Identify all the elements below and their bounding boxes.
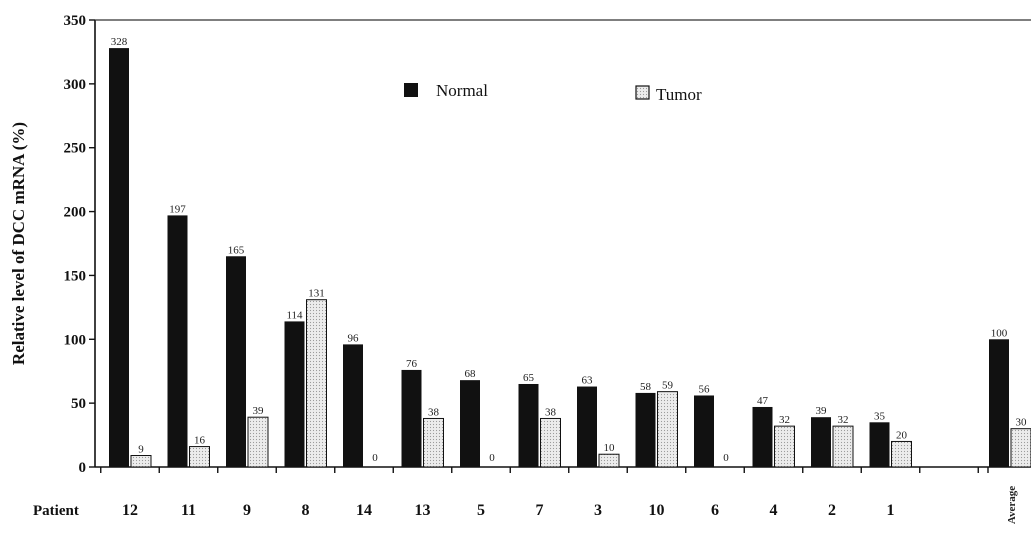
data-label-tumor: 38 [428, 406, 440, 418]
data-label-normal: 68 [465, 368, 477, 380]
bars [109, 48, 1031, 468]
bar-normal [752, 406, 773, 467]
x-category-label: 12 [122, 502, 138, 519]
x-category-label: 1 [887, 502, 895, 519]
x-category-label: 2 [828, 502, 836, 519]
bar-normal [518, 383, 539, 467]
x-category-label: 5 [477, 502, 485, 519]
x-category-label: 3 [594, 502, 602, 519]
legend-swatch-tumor [635, 85, 650, 100]
bar-tumor [1010, 428, 1031, 468]
x-category-label: 6 [711, 502, 719, 519]
bar-normal [284, 321, 305, 467]
bar-tumor [247, 416, 269, 468]
data-label-normal: 76 [406, 358, 418, 370]
data-label-normal: 165 [228, 244, 245, 256]
data-label-tumor: 0 [723, 452, 729, 464]
bar-normal [401, 369, 422, 467]
y-tick-label: 300 [64, 77, 87, 93]
x-category-label: 11 [181, 502, 196, 519]
data-label-tumor: 16 [194, 435, 206, 447]
data-label-normal: 56 [699, 383, 711, 395]
data-label-tumor: 9 [138, 444, 144, 456]
bar-normal [167, 215, 188, 467]
data-label-normal: 114 [286, 309, 303, 321]
data-label-tumor: 32 [838, 414, 849, 426]
x-category-label: 7 [536, 502, 544, 519]
y-tick-label: 100 [64, 332, 87, 348]
y-tick-label: 50 [71, 396, 86, 412]
legend-label-normal: Normal [436, 81, 488, 100]
data-label-normal: 328 [111, 36, 128, 48]
data-label-tumor: 131 [308, 288, 325, 300]
data-label-tumor: 59 [662, 380, 674, 392]
x-category-label: 9 [243, 502, 251, 519]
bar-tumor [657, 391, 678, 468]
y-axis-title: Relative level of DCC mRNA (%) [9, 122, 28, 365]
data-label-normal: 35 [874, 410, 886, 422]
x-category-label: 4 [770, 502, 778, 519]
y-tick-label: 150 [64, 268, 87, 284]
y-tick-label: 350 [64, 13, 87, 29]
bar-normal [460, 380, 480, 467]
data-label-tumor: 30 [1016, 417, 1028, 429]
bar-tumor [423, 417, 444, 468]
bar-tumor [598, 453, 620, 468]
bar-tumor [774, 425, 795, 468]
legend-swatch-normal [404, 83, 418, 97]
data-label-tumor: 32 [779, 414, 790, 426]
bar-tumor [306, 299, 327, 468]
x-category-label: 14 [356, 502, 372, 519]
data-label-normal: 47 [757, 395, 769, 407]
bar-tumor [540, 417, 561, 468]
data-label-tumor: 20 [896, 429, 908, 441]
x-axis-prefix-label: Patient [33, 503, 79, 519]
bar-normal [694, 395, 714, 467]
data-label-tumor: 38 [545, 406, 557, 418]
bar-normal [109, 48, 129, 468]
x-category-label: 13 [415, 502, 431, 519]
bar-normal [635, 392, 656, 467]
bar-normal [989, 339, 1009, 467]
bar-normal [869, 422, 890, 467]
bar-tumor [891, 440, 912, 468]
x-category-label: 10 [649, 502, 665, 519]
bar-tumor [130, 455, 152, 468]
data-label-normal: 96 [348, 332, 360, 344]
bar-normal [343, 344, 363, 467]
data-label-normal: 63 [582, 375, 594, 387]
y-tick-label: 200 [64, 205, 87, 221]
y-tick-label: 0 [79, 460, 87, 476]
bar-normal [577, 386, 597, 467]
data-label-tumor: 10 [604, 442, 616, 454]
x-category-label: 8 [302, 502, 310, 519]
y-tick-label: 250 [64, 141, 87, 157]
bar-normal [811, 417, 831, 467]
bar-normal [226, 256, 246, 467]
data-label-normal: 197 [169, 203, 186, 215]
data-label-normal: 100 [991, 327, 1008, 339]
bar-tumor [832, 425, 854, 468]
data-label-tumor: 0 [372, 452, 378, 464]
data-label-tumor: 39 [253, 405, 265, 417]
legend: Normal Tumor [404, 81, 702, 104]
data-label-normal: 65 [523, 372, 535, 384]
data-label-normal: 58 [640, 381, 652, 393]
bar-tumor [189, 446, 210, 468]
x-category-label: Average [1006, 486, 1018, 524]
data-label-normal: 39 [816, 405, 828, 417]
data-label-tumor: 0 [489, 452, 495, 464]
legend-label-tumor: Tumor [656, 85, 702, 104]
